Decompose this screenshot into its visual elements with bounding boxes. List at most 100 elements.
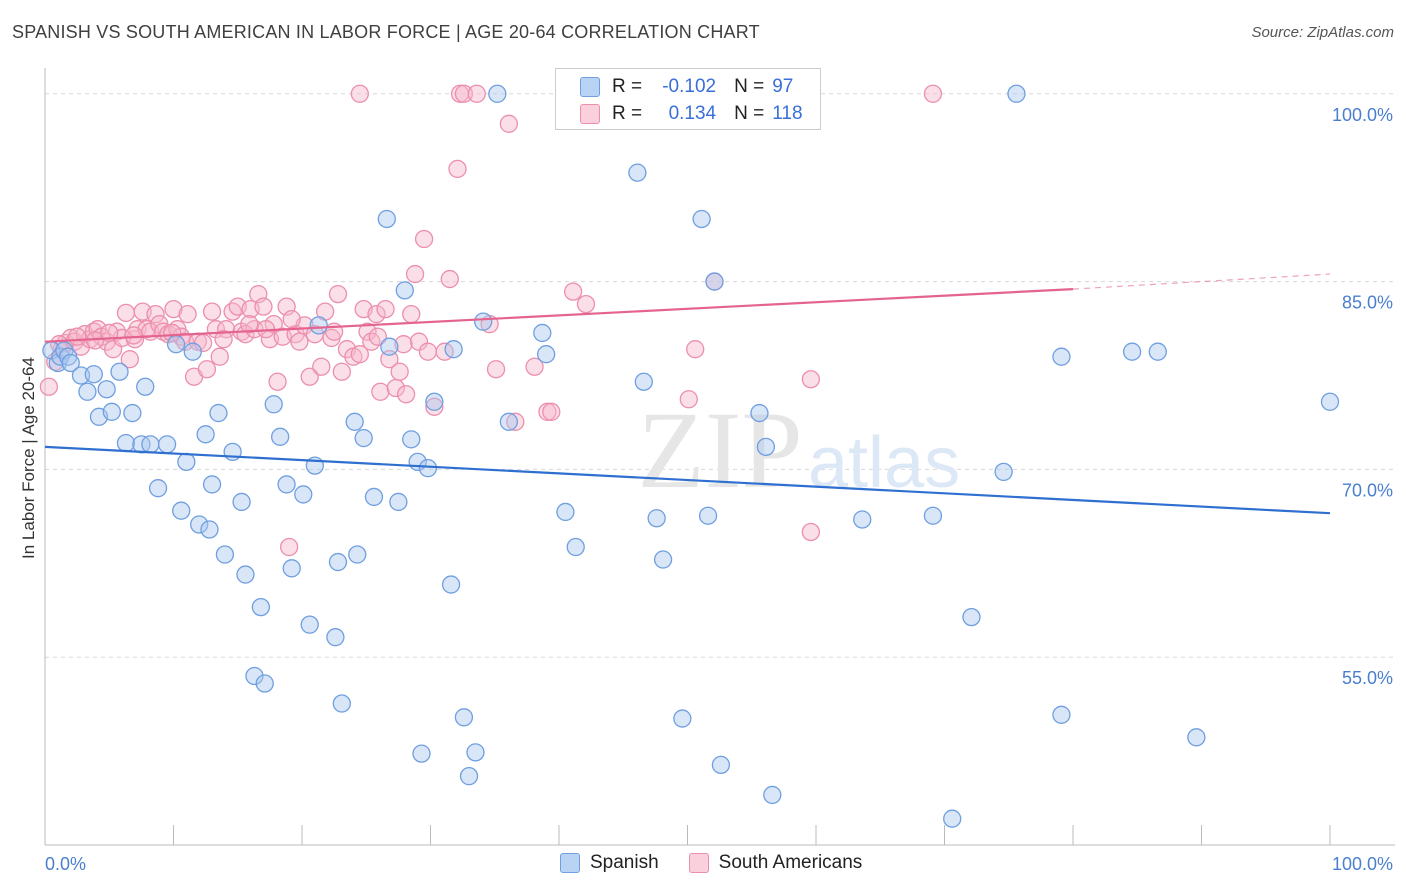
south-americans-point — [418, 342, 438, 361]
y-tick-label: 100.0% — [1332, 105, 1393, 125]
spanish-point — [756, 437, 776, 457]
legend-row-south-americans: R = 0.134 N = 118 — [580, 100, 803, 128]
spanish-point — [1187, 728, 1206, 747]
spanish-point — [277, 475, 296, 494]
spanish-point — [78, 382, 97, 401]
south-americans-points — [39, 84, 943, 557]
trend-lines — [44, 273, 1331, 515]
spanish-point — [251, 597, 271, 617]
south-americans-point — [223, 302, 242, 321]
spanish-point — [943, 809, 962, 828]
spanish-point — [1052, 705, 1071, 724]
south-americans-point — [300, 367, 319, 386]
south-americans-point — [67, 327, 87, 346]
x-tick-label: 100.0% — [1332, 854, 1393, 874]
spanish-point — [763, 785, 782, 805]
south-americans-point — [394, 335, 413, 354]
south-americans-point — [396, 385, 416, 404]
south-americans-point — [236, 325, 255, 344]
chart-title: SPANISH VS SOUTH AMERICAN IN LABOR FORCE… — [12, 22, 760, 42]
south-americans-point — [538, 402, 557, 421]
spanish-point — [345, 412, 364, 431]
south-americans-point — [506, 412, 525, 431]
south-americans-point — [268, 372, 287, 391]
spanish-swatch — [560, 853, 580, 873]
south-americans-point — [486, 360, 506, 379]
south-americans-point — [801, 522, 821, 542]
legend-item-spanish[interactable]: Spanish — [560, 852, 659, 874]
spanish-point — [84, 365, 103, 384]
r-label: R = — [612, 76, 643, 97]
spanish-point — [698, 506, 718, 525]
spanish-point — [402, 430, 421, 449]
spanish-point — [537, 345, 556, 364]
spanish-point — [628, 163, 647, 182]
south-americans-point — [210, 347, 229, 366]
spanish-point — [123, 403, 142, 423]
n-label: N = — [734, 76, 765, 97]
spanish-point — [441, 575, 461, 594]
y-tick-label: 85.0% — [1342, 293, 1393, 313]
spanish-point — [196, 425, 215, 444]
south-americans-point — [563, 282, 583, 301]
x-tick-label: 0.0% — [45, 854, 86, 874]
south-americans-swatch — [580, 104, 600, 124]
spanish-point — [1148, 342, 1167, 361]
south-americans-point — [801, 370, 821, 389]
spanish-point — [348, 545, 367, 564]
south-americans-point — [290, 332, 309, 351]
series-legend: Spanish South Americans — [560, 852, 892, 874]
spanish-point — [533, 323, 552, 343]
spanish-point — [236, 565, 255, 584]
south-americans-point — [376, 299, 395, 319]
spanish-point — [653, 550, 673, 569]
spanish-point — [271, 427, 290, 446]
spanish-point — [148, 479, 168, 498]
spanish-point — [202, 475, 222, 494]
spanish-point — [692, 209, 711, 229]
south-americans-point — [367, 304, 386, 324]
spanish-point — [425, 392, 444, 411]
south-americans-point — [368, 327, 387, 346]
spanish-point — [566, 537, 585, 557]
south-americans-point — [39, 377, 59, 396]
spanish-point — [264, 395, 283, 414]
legend-item-south-americans[interactable]: South Americans — [688, 852, 862, 874]
y-axis-label: In Labor Force | Age 20-64 — [19, 357, 38, 559]
spanish-point — [466, 743, 485, 762]
spanish-point — [282, 559, 301, 578]
south-americans-point — [380, 350, 399, 369]
south-americans-point — [358, 322, 377, 341]
south-americans-point — [576, 294, 596, 314]
south-americans-point — [350, 345, 369, 364]
south-americans-point — [923, 84, 943, 103]
spanish-point — [326, 628, 345, 647]
chart-source: Source: ZipAtlas.com — [1251, 24, 1394, 41]
south-americans-point — [312, 357, 331, 376]
south-americans-point — [402, 304, 421, 324]
spanish-point — [499, 412, 519, 431]
r-value: 0.134 — [668, 103, 717, 124]
spanish-point — [300, 615, 319, 634]
n-value: 97 — [772, 76, 794, 97]
legend-row-spanish: R = -0.102 N = 97 — [580, 73, 793, 101]
spanish-points — [42, 84, 1340, 828]
spanish-trend-line — [44, 445, 1331, 515]
tick-labels: 55.0% 70.0% 85.0% 100.0% 0.0% 100.0% — [45, 105, 1393, 874]
spanish-point — [215, 545, 235, 564]
spanish-point — [853, 510, 872, 529]
spanish-point — [172, 501, 191, 520]
south-americans-point — [686, 340, 705, 359]
spanish-swatch — [580, 77, 600, 97]
south-americans-point — [425, 397, 444, 416]
south-americans-point — [448, 159, 467, 179]
spanish-point — [209, 403, 228, 423]
south-americans-point — [454, 84, 474, 103]
south-americans-point — [163, 323, 182, 343]
spanish-point — [102, 402, 121, 421]
south-americans-point — [467, 84, 486, 103]
spanish-point — [354, 428, 373, 448]
spanish-point — [395, 281, 414, 300]
south-americans-point — [328, 284, 348, 304]
spanish-point — [673, 709, 692, 728]
